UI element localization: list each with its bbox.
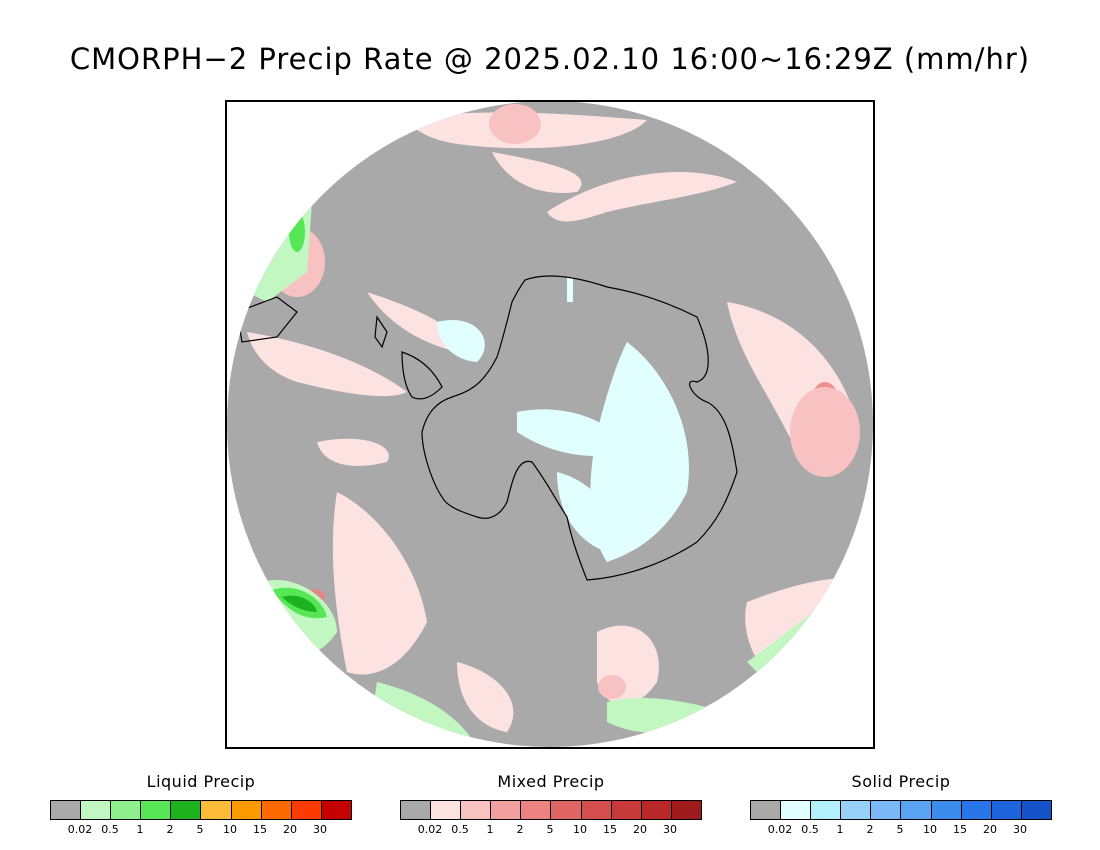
legend-swatch — [611, 801, 642, 819]
legend-tick: 2 — [516, 823, 524, 836]
legend-ticks: 0.02 0.5 1 2 5 10 15 20 30 — [400, 823, 702, 837]
legend-swatch — [111, 801, 142, 819]
precip-map — [227, 102, 873, 747]
legend-swatch — [551, 801, 582, 819]
legend-tick: 0.02 — [417, 823, 443, 836]
legend-swatch — [81, 801, 112, 819]
legend-swatch — [261, 801, 292, 819]
legend-swatch — [491, 801, 522, 819]
legend-swatch — [641, 801, 672, 819]
legend-title: Mixed Precip — [497, 772, 605, 791]
legend-swatches — [400, 800, 702, 820]
legend-tick: 20 — [983, 823, 997, 836]
legend-tick: 5 — [196, 823, 204, 836]
legend-mixed: Mixed Precip 0.02 0.5 1 2 5 10 15 20 30 — [400, 772, 702, 837]
legend-swatch — [461, 801, 492, 819]
legend-swatch — [201, 801, 232, 819]
legend-solid: Solid Precip 0.02 0.5 1 2 5 10 15 20 30 — [750, 772, 1052, 837]
coastline — [236, 275, 738, 581]
map-title: CMORPH−2 Precip Rate @ 2025.02.10 16:00~… — [69, 42, 1031, 76]
legend-tick: 30 — [1013, 823, 1027, 836]
legend-swatch — [781, 801, 812, 819]
map-panel — [225, 100, 875, 749]
legend-swatch — [521, 801, 552, 819]
legend-tick: 20 — [633, 823, 647, 836]
legend-tick: 0.02 — [767, 823, 793, 836]
legend-swatch — [991, 801, 1022, 819]
legend-swatch — [751, 801, 782, 819]
legend-tick: 0.5 — [101, 823, 119, 836]
legend-swatch — [321, 801, 351, 819]
legend-swatches — [50, 800, 352, 820]
legend-swatch — [901, 801, 932, 819]
legend-tick: 5 — [546, 823, 554, 836]
legend-tick: 30 — [313, 823, 327, 836]
legend-swatch — [581, 801, 612, 819]
legend-swatch — [1021, 801, 1051, 819]
legend-tick: 10 — [923, 823, 937, 836]
legend-tick: 2 — [166, 823, 174, 836]
legend-tick: 1 — [836, 823, 844, 836]
legend-swatch — [291, 801, 322, 819]
legend-swatch — [231, 801, 262, 819]
legend-swatch — [401, 801, 432, 819]
legend-tick: 0.5 — [801, 823, 819, 836]
legend-swatch — [931, 801, 962, 819]
legend-tick: 0.5 — [451, 823, 469, 836]
legend-swatch — [51, 801, 82, 819]
legend-tick: 10 — [573, 823, 587, 836]
legend-tick: 15 — [253, 823, 267, 836]
legend-tick: 20 — [283, 823, 297, 836]
legend-tick: 1 — [136, 823, 144, 836]
legend-ticks: 0.02 0.5 1 2 5 10 15 20 30 — [750, 823, 1052, 837]
legend-title: Liquid Precip — [146, 772, 256, 791]
legend-swatch — [671, 801, 701, 819]
legend-swatch — [141, 801, 172, 819]
solid-precip-areas — [437, 277, 689, 562]
legend-liquid: Liquid Precip 0.02 0.5 1 2 5 10 15 20 30 — [50, 772, 352, 837]
legend-tick: 5 — [896, 823, 904, 836]
legend-tick: 15 — [603, 823, 617, 836]
legend-swatches — [750, 800, 1052, 820]
legend-swatch — [961, 801, 992, 819]
legend-swatch — [431, 801, 462, 819]
legend-tick: 15 — [953, 823, 967, 836]
legend-swatch — [811, 801, 842, 819]
legend-swatch — [171, 801, 202, 819]
legend-title: Solid Precip — [851, 772, 951, 791]
legend-ticks: 0.02 0.5 1 2 5 10 15 20 30 — [50, 823, 352, 837]
legend-swatch — [841, 801, 872, 819]
legend-tick: 10 — [223, 823, 237, 836]
legend-tick: 0.02 — [67, 823, 93, 836]
legend-swatch — [871, 801, 902, 819]
legend-tick: 30 — [663, 823, 677, 836]
legend-tick: 2 — [866, 823, 874, 836]
legend-tick: 1 — [486, 823, 494, 836]
